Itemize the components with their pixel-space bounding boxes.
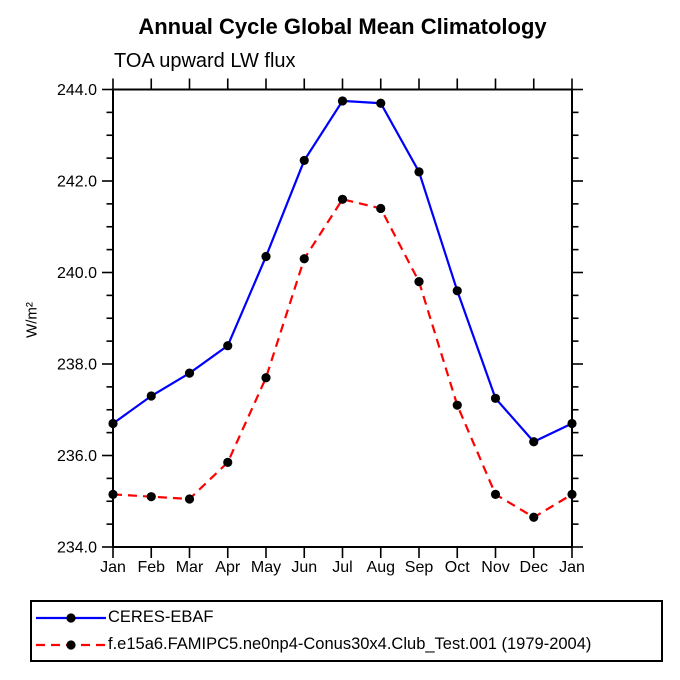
- data-point-marker: [299, 155, 309, 166]
- legend-label-model-run: f.e15a6.FAMIPC5.ne0np4-Conus30x4.Club_Te…: [108, 635, 592, 653]
- data-point-marker: [529, 437, 539, 447]
- y-tick-label: 244.0: [57, 82, 97, 99]
- chart-subtitle: TOA upward LW flux: [114, 50, 296, 72]
- series-obs: [108, 96, 577, 447]
- x-tick-label: Nov: [481, 559, 509, 576]
- x-tick-label: Oct: [445, 559, 470, 576]
- data-point-marker: [490, 393, 501, 403]
- x-tick-label: Jul: [332, 559, 352, 576]
- x-tick-label: May: [251, 559, 281, 576]
- series-line: [112, 99, 573, 444]
- x-tick-label: Aug: [367, 559, 395, 576]
- y-tick-label: 236.0: [57, 448, 97, 465]
- legend-box: CERES-EBAF f.e15a6.FAMIPC5.ne0np4-Conus3…: [30, 600, 663, 662]
- data-point-marker: [146, 492, 156, 502]
- chart-title: Annual Cycle Global Mean Climatology: [138, 14, 547, 39]
- data-point-marker: [261, 251, 271, 262]
- y-tick-label: 238.0: [57, 357, 97, 374]
- y-tick-label: 242.0: [57, 174, 97, 191]
- data-point-marker: [337, 194, 348, 204]
- data-point-marker: [414, 277, 424, 287]
- x-tick-label: Apr: [215, 559, 241, 576]
- data-point-marker: [452, 286, 462, 296]
- data-point-marker: [261, 373, 271, 383]
- data-point-marker: [376, 203, 386, 214]
- data-point-marker: [414, 167, 424, 177]
- legend-line-sample-solid-blue: [36, 612, 106, 623]
- x-tick-label: Mar: [176, 559, 204, 576]
- legend-item-model-run: f.e15a6.FAMIPC5.ne0np4-Conus30x4.Club_Te…: [35, 632, 661, 658]
- data-point-marker: [108, 489, 118, 499]
- data-point-marker: [529, 512, 539, 522]
- data-point-marker: [376, 98, 386, 108]
- x-tick-label: Dec: [520, 559, 548, 576]
- x-tick-label: Feb: [137, 559, 165, 576]
- data-point-marker: [337, 96, 348, 106]
- data-point-marker: [146, 391, 156, 401]
- plot-frame: [112, 88, 573, 548]
- data-point-marker: [223, 457, 233, 467]
- y-axis: 234.0 236.0 238.0 240.0 242.0 244.0: [57, 82, 583, 557]
- x-tick-label: Jun: [291, 559, 317, 576]
- data-point-marker: [299, 254, 309, 264]
- plot-area: 234.0 236.0 238.0 240.0 242.0 244.0 Jan Feb Mar A…: [57, 78, 585, 576]
- y-tick-label: 240.0: [57, 265, 97, 282]
- legend-item-ceres-ebaf: CERES-EBAF: [35, 605, 661, 631]
- x-axis: Jan Feb Mar Apr May Jun Jul Aug Sep Oct Nov Dec Jan: [100, 78, 585, 576]
- data-point-marker: [490, 489, 501, 499]
- data-point-marker: [567, 489, 577, 499]
- legend-line-sample-dashed-red: [36, 639, 106, 650]
- y-tick-label: 234.0: [57, 540, 97, 557]
- legend-label-ceres-ebaf: CERES-EBAF: [108, 608, 214, 626]
- data-point-marker: [184, 494, 195, 504]
- data-point-marker: [108, 418, 118, 429]
- series-line: [112, 198, 573, 519]
- data-point-marker: [452, 400, 462, 410]
- x-tick-label: Jan: [100, 559, 126, 576]
- series-model: [108, 194, 577, 522]
- data-point-marker: [223, 341, 233, 351]
- x-tick-label: Sep: [405, 559, 434, 576]
- data-point-marker: [184, 368, 195, 378]
- data-point-marker: [567, 418, 577, 429]
- x-tick-label: Jan: [559, 559, 585, 576]
